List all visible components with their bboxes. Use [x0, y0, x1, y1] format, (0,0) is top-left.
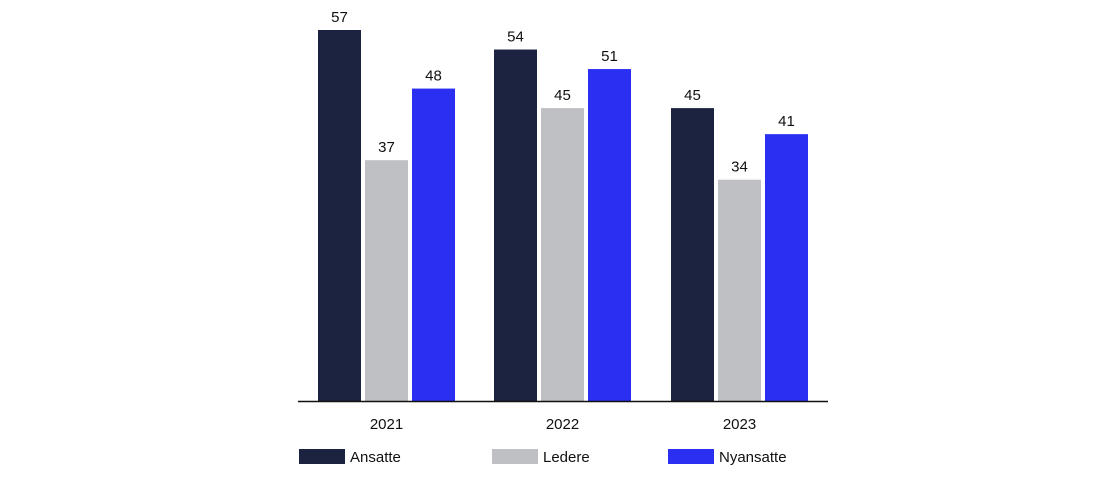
legend-item-nyansatte: Nyansatte — [668, 449, 787, 466]
data-label-nyansatte-2021: 48 — [425, 68, 442, 85]
data-label-nyansatte-2022: 51 — [601, 48, 618, 65]
data-labels-layer: 57 37 48 54 45 51 45 34 41 — [331, 9, 795, 176]
legend: Ansatte Ledere Nyansatte — [299, 449, 787, 466]
legend-label-nyansatte: Nyansatte — [719, 449, 787, 466]
data-label-ansatte-2021: 57 — [331, 9, 348, 26]
bar-nyansatte-2021 — [412, 88, 455, 401]
bar-ledere-2023 — [718, 179, 761, 401]
x-tick-label-2021: 2021 — [370, 416, 403, 433]
x-tick-label-2023: 2023 — [723, 416, 756, 433]
data-label-ansatte-2022: 54 — [507, 29, 524, 46]
legend-swatch-ansatte — [299, 449, 345, 464]
legend-swatch-ledere — [492, 449, 538, 464]
bar-nyansatte-2023 — [765, 134, 808, 401]
x-tick-labels: 2021 2022 2023 — [370, 416, 756, 433]
bars-layer — [318, 30, 808, 402]
legend-label-ledere: Ledere — [543, 449, 590, 466]
data-label-ledere-2021: 37 — [378, 139, 395, 156]
legend-swatch-nyansatte — [668, 449, 714, 464]
bar-ansatte-2023 — [671, 108, 714, 402]
legend-label-ansatte: Ansatte — [350, 449, 401, 466]
bar-ledere-2021 — [365, 160, 408, 401]
data-label-ansatte-2023: 45 — [684, 87, 701, 104]
bar-ledere-2022 — [541, 108, 584, 402]
legend-item-ledere: Ledere — [492, 449, 590, 466]
legend-item-ansatte: Ansatte — [299, 449, 401, 466]
bar-ansatte-2022 — [494, 49, 537, 402]
data-label-ledere-2022: 45 — [554, 87, 571, 104]
data-label-ledere-2023: 34 — [731, 159, 748, 176]
data-label-nyansatte-2023: 41 — [778, 113, 795, 130]
bar-ansatte-2021 — [318, 30, 361, 401]
x-tick-label-2022: 2022 — [546, 416, 579, 433]
bar-nyansatte-2022 — [588, 69, 631, 401]
